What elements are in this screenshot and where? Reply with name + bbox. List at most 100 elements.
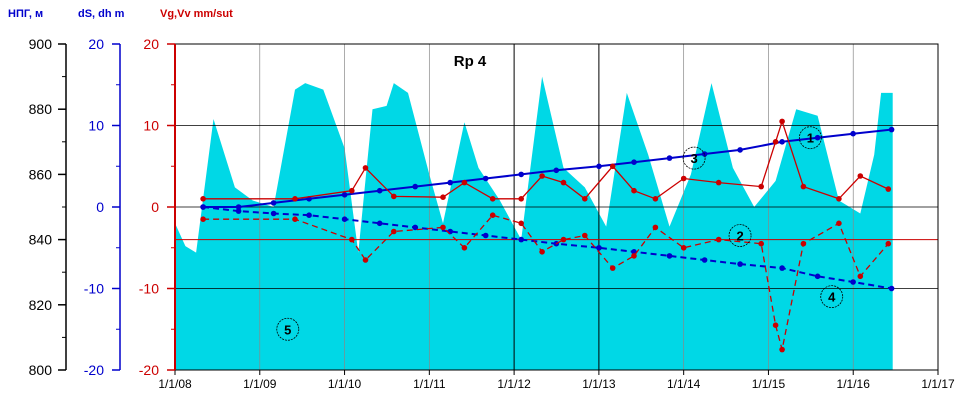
series-3-point [200, 196, 206, 202]
marker-2-label: 2 [736, 229, 743, 244]
ds-tick-label: -20 [84, 362, 104, 378]
series-3-point [349, 187, 355, 194]
x-tick-label: 1/1/15 [752, 377, 786, 391]
marker-1-circle [798, 126, 822, 150]
series-4-point [270, 210, 277, 217]
series-2-point [779, 346, 785, 353]
x-tick-label: 1/1/08 [158, 377, 192, 391]
series-2-point [200, 216, 206, 222]
series-3-point [609, 163, 616, 170]
chart-title: Rp 4 [454, 53, 487, 70]
series-1-point [341, 192, 348, 198]
series-2-point [560, 236, 567, 243]
series-2-point [836, 220, 842, 227]
series-4-point [737, 261, 743, 267]
x-tick-label: 1/1/09 [243, 377, 277, 391]
series-1-point [553, 167, 560, 174]
series-3-point [652, 196, 659, 202]
series-4-point [200, 204, 206, 210]
ds-tick-label: 10 [88, 118, 104, 134]
series-2-point [362, 257, 369, 263]
series-3-point [779, 118, 785, 125]
series-4-point [235, 208, 242, 214]
vg-tick-label: 20 [143, 36, 159, 52]
series-3-point [518, 196, 524, 202]
series-1-point [447, 179, 454, 186]
marker-4-label: 4 [828, 290, 836, 305]
series-2-point [680, 245, 687, 251]
vg-tick-label: 10 [143, 118, 159, 134]
series-2-point [518, 220, 524, 227]
hpg-tick-label: 900 [29, 36, 53, 52]
ds-tick-label: 20 [88, 36, 104, 52]
x-tick-label: 1/1/11 [413, 377, 446, 391]
series-2-point [539, 249, 545, 255]
marker-5-circle [276, 317, 300, 341]
series-1-point [631, 159, 637, 165]
series-4-line [202, 206, 892, 290]
ds-axis-title: dS, dh m [78, 8, 125, 20]
series-2-point [631, 253, 637, 259]
hpg-tick-label: 840 [29, 232, 53, 248]
x-tick-label: 1/1/13 [582, 377, 616, 391]
vg-tick-label: 0 [151, 199, 159, 215]
series-3-point [680, 175, 687, 182]
series-1-point [482, 175, 489, 182]
series-3-point [292, 196, 298, 202]
series-4-point [341, 216, 348, 222]
series-1-point [737, 147, 743, 153]
series-4-point [850, 279, 856, 285]
series-2-point [440, 224, 446, 231]
series-3-point [715, 179, 722, 186]
series-2-point [857, 273, 864, 280]
series-2-point [800, 240, 807, 247]
series-2-point [758, 240, 764, 247]
series-2-point [489, 212, 496, 218]
series-3-point [440, 194, 446, 200]
series-4-point [779, 265, 785, 271]
series-3-point [631, 187, 637, 194]
series-2-point [609, 265, 616, 271]
series-1-point [518, 171, 524, 178]
series-3-point [461, 179, 468, 186]
series-2-point [349, 236, 355, 243]
vg-tick-label: -20 [139, 362, 159, 378]
series-2-point [461, 245, 468, 251]
series-1-point [235, 204, 242, 210]
series-2-point [582, 232, 588, 239]
series-3-point [539, 173, 545, 179]
series-1-point [666, 155, 673, 161]
series-4-point [666, 253, 673, 259]
hpg-tick-label: 860 [29, 166, 53, 182]
series-3-point [582, 196, 588, 202]
series-4-point [888, 285, 895, 292]
marker-3-circle [682, 146, 706, 170]
marker-1-label: 1 [807, 131, 814, 146]
series-4-point [376, 220, 383, 227]
series-1-point [270, 200, 277, 206]
series-4-point [596, 245, 602, 251]
hpg-tick-label: 820 [29, 297, 53, 313]
series-1-point [412, 183, 419, 190]
series-1-point [779, 139, 785, 145]
marker-2-circle [728, 224, 752, 247]
series-4-point [518, 236, 524, 243]
ds-tick-label: 0 [96, 199, 104, 215]
series-3-point [758, 183, 764, 190]
series-2-point [772, 322, 779, 329]
series-2-point [391, 228, 397, 235]
series-1-point [888, 126, 895, 133]
series-1-point [850, 130, 856, 137]
hpg-tick-label: 880 [29, 101, 53, 117]
series-4-point [814, 273, 821, 280]
series-2-point [715, 236, 722, 243]
series-4-point [701, 257, 708, 263]
series-3-line [203, 119, 889, 200]
marker-3-label: 3 [690, 151, 697, 166]
series-4-point [412, 224, 419, 231]
series-3-point [362, 165, 369, 171]
series-3-point [391, 193, 397, 200]
series-3-point [772, 139, 779, 145]
vg-axis-title: Vg,Vv mm/sut [160, 8, 233, 20]
x-tick-label: 1/1/16 [837, 377, 871, 391]
